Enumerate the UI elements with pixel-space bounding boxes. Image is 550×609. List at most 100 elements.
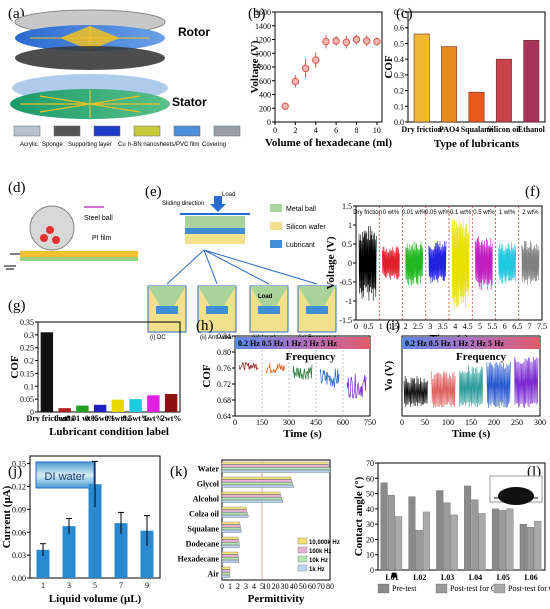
layer-swatch	[173, 125, 201, 137]
data-point	[281, 102, 289, 110]
segment-label: 0.5 wt%	[473, 210, 495, 216]
layer-swatch	[93, 125, 121, 137]
bar	[221, 479, 293, 483]
legend-label: 100k Hz	[309, 549, 331, 555]
x-tick-label: 200	[488, 418, 500, 427]
bar	[62, 526, 76, 578]
x-tick-label: 5.5	[487, 322, 497, 331]
x-tick-label: 1	[41, 581, 45, 590]
bar	[491, 508, 499, 571]
x-axis-label: Volume of hexadecane (ml)	[265, 137, 392, 149]
frequency-banner-text: 0.2 Hz 0.5 Hz 1 Hz 2 Hz 5 Hz	[238, 339, 337, 348]
y-tick-label: 0.03	[12, 551, 26, 560]
panel-j: (j) DI water 0.00 0.03 0.06 0.09 0.12 0.15 1 3 5 7…	[1, 455, 161, 605]
panel-k: (k) Water Glycol Alcohol Colza oil Squalane D…	[170, 459, 340, 605]
plot-frame	[377, 462, 546, 571]
x-tick-label: 1	[379, 322, 383, 331]
bar	[221, 542, 240, 545]
bar	[221, 461, 329, 465]
voltage-trace	[475, 235, 493, 291]
chart-i: 0.2 Hz 0.5 Hz 1 Hz 2 Hz 5 Hz Frequency 0 50…	[383, 335, 546, 440]
x-tick-label: 50	[421, 418, 429, 427]
x-tick-label: 0	[220, 582, 224, 591]
bar	[221, 470, 331, 473]
data-point	[373, 37, 381, 46]
y-tick-label: 1200	[255, 36, 271, 45]
plot-frame	[221, 459, 331, 581]
stator-label: Stator	[172, 95, 207, 109]
x-tick-label: 150	[465, 418, 477, 427]
plot-frame	[37, 321, 181, 413]
bar	[221, 536, 239, 540]
panel-j-label: (j)	[8, 464, 22, 480]
chart-f: -1.5 -1 -0.5 0 0.5 1 1.5 0 0.5 1 1.5 2 2.5 3 3.5 4 4.5 5 5…	[325, 202, 547, 345]
bar	[221, 491, 281, 495]
x-tick-label: 3	[244, 582, 248, 591]
cof-trace	[319, 368, 340, 389]
segment-label: 0.01 wt%	[402, 210, 427, 216]
x-tick-label: Silicon oil	[487, 125, 521, 134]
vo-trace	[431, 371, 456, 408]
chart-k: Water Glycol Alcohol Colza oil Squalane Dodec…	[178, 459, 340, 605]
segment-label: Dry friction	[353, 210, 382, 216]
x-tick-label: 5	[260, 582, 264, 591]
panel-i: (i) 0.2 Hz 0.5 Hz 1 Hz 2 Hz 5 Hz Frequenc…	[383, 318, 546, 440]
y-tick-label: 0.64	[217, 412, 231, 421]
legend-silicon-wafer: Silicon wafer	[286, 224, 326, 231]
x-tick-label: 9	[145, 581, 149, 590]
y-axis-label: COF	[9, 355, 21, 379]
x-axis-label: Lubricant condition label	[49, 426, 169, 438]
x-tick-label: 5	[93, 581, 97, 590]
y-tick-label: -1	[345, 297, 352, 306]
bar	[221, 551, 239, 555]
legend-swatch	[297, 555, 308, 563]
plot-frame	[274, 11, 383, 123]
layer-legend: Acrylic Sponge Supporting layer Cu h-BN …	[20, 142, 226, 148]
cof-trace	[292, 364, 313, 380]
y-tick-label: 0.05	[20, 395, 34, 404]
bar	[221, 515, 249, 518]
bar	[88, 484, 102, 578]
bar	[93, 404, 107, 412]
layer-label-sponge: Sponge	[42, 142, 63, 148]
y-tick-label: 1000	[255, 49, 271, 58]
subpanel-ball	[198, 286, 236, 306]
y-tick-label: 0.06	[12, 528, 26, 537]
x-tick-label: 150	[256, 418, 268, 427]
bar	[450, 514, 458, 571]
bar	[164, 394, 178, 412]
layer-label-supporting: Supporting layer	[68, 142, 112, 148]
x-tick-label: 0	[400, 418, 404, 427]
cof-trace	[265, 362, 286, 374]
bar	[221, 494, 282, 498]
bar	[129, 399, 142, 412]
voltage-trace	[405, 241, 424, 286]
bar	[422, 511, 430, 571]
cof-trace	[238, 361, 259, 371]
x-tick-label: 80	[326, 582, 334, 591]
bar	[221, 506, 247, 510]
x-tick-label: 300	[534, 418, 546, 427]
frequency-banner	[402, 337, 540, 349]
bar	[499, 510, 507, 571]
y-axis-label: COF	[383, 55, 395, 79]
lubricant-layer	[185, 228, 245, 234]
x-tick-label: 40	[290, 582, 298, 591]
bar	[441, 46, 458, 123]
panel-g: (g) 0 0.05 0.1 0.15 0.2 0.25 0.3 0.35 Dry fricti…	[8, 298, 181, 438]
category-label: Squalane	[187, 525, 219, 534]
bar	[221, 476, 292, 480]
data-point	[322, 37, 330, 46]
load-label: Load	[222, 192, 235, 198]
y-tick-label: 20	[366, 535, 374, 544]
y-tick-label: 70	[366, 459, 374, 468]
legend-swatch	[377, 583, 390, 594]
panel-i-label: (i)	[386, 318, 400, 334]
bar	[221, 530, 242, 533]
legend-swatch-lubricant	[270, 240, 282, 248]
y-tick-label: 0	[267, 118, 271, 127]
x-tick-label: 6	[334, 126, 338, 135]
legend-swatch	[297, 546, 308, 554]
x-tick-label: L04	[469, 573, 482, 582]
